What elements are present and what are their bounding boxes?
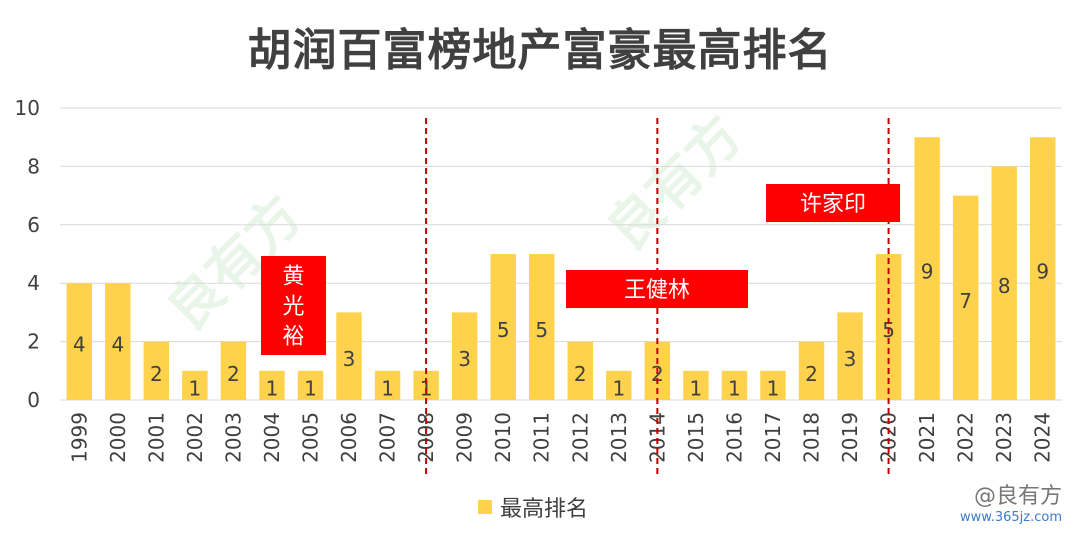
- bar: [914, 137, 940, 400]
- bar: [567, 341, 593, 400]
- x-tick-label: 2017: [761, 412, 785, 463]
- bar: [105, 283, 131, 400]
- data-label: 9: [921, 260, 934, 284]
- bar: [991, 166, 1017, 400]
- y-tick-label: 2: [27, 330, 40, 354]
- x-tick-label: 2003: [221, 412, 245, 463]
- data-label: 1: [728, 376, 741, 400]
- bar: [374, 370, 401, 400]
- watermark-text: @良有方: [973, 484, 1062, 509]
- bar: [182, 370, 208, 400]
- x-tick-label: 2019: [838, 412, 862, 463]
- legend-swatch: [478, 500, 492, 514]
- bar: [606, 370, 632, 400]
- legend: 最高排名: [478, 492, 588, 522]
- bar: [760, 370, 786, 400]
- bar: [490, 254, 516, 400]
- bar: [143, 341, 170, 400]
- bar: [451, 312, 478, 400]
- data-label: 1: [381, 376, 394, 400]
- bar: [952, 195, 979, 400]
- x-tick-label: 2021: [915, 412, 939, 463]
- x-tick-label: 2005: [299, 412, 323, 463]
- annotation-box: [766, 184, 900, 222]
- watermark-url: www.365jz.com: [960, 510, 1062, 525]
- x-tick-label: 2016: [722, 412, 746, 463]
- bar: [259, 370, 285, 400]
- x-tick-label: 2022: [954, 412, 978, 463]
- x-tick-label: 2013: [607, 412, 631, 463]
- data-label: 1: [612, 376, 625, 400]
- x-tick-label: 2024: [1031, 412, 1055, 463]
- y-tick-label: 0: [27, 388, 40, 412]
- annotation-label: 许家印: [800, 192, 866, 217]
- x-tick-label: 2001: [144, 412, 168, 463]
- bar: [297, 370, 324, 400]
- bar: [66, 283, 92, 400]
- data-label: 1: [189, 376, 202, 400]
- bar: [413, 370, 439, 400]
- x-tick-label: 2010: [491, 412, 515, 463]
- data-label: 1: [304, 376, 317, 400]
- bar: [721, 370, 748, 400]
- annotation-box: [566, 270, 748, 308]
- y-tick-label: 6: [27, 213, 40, 237]
- data-label: 3: [458, 347, 471, 371]
- chart-title: 胡润百富榜地产富豪最高排名: [247, 25, 833, 76]
- bar: [529, 254, 555, 400]
- data-label: 3: [844, 347, 857, 371]
- bar: [798, 341, 825, 400]
- bar: [837, 312, 863, 400]
- bar: [683, 370, 709, 400]
- x-tick-label: 2006: [337, 412, 361, 463]
- annotation-label: 王健林: [624, 278, 690, 303]
- data-label: 7: [959, 289, 972, 313]
- data-label: 2: [574, 362, 587, 386]
- x-tick-label: 2015: [684, 412, 708, 463]
- x-tick-label: 2018: [800, 412, 824, 463]
- data-label: 3: [343, 347, 356, 371]
- x-tick-label: 2023: [992, 412, 1016, 463]
- data-label: 1: [690, 376, 703, 400]
- bar: [220, 341, 247, 400]
- data-label: 1: [266, 376, 279, 400]
- data-label: 2: [805, 362, 818, 386]
- data-label: 2: [227, 362, 240, 386]
- data-label: 2: [150, 362, 163, 386]
- annotation-label: 黄光裕: [282, 265, 304, 350]
- watermark: @良有方 www.365jz.com: [960, 484, 1062, 526]
- data-label: 5: [535, 318, 548, 342]
- data-label: 4: [73, 333, 86, 357]
- y-tick-label: 10: [15, 96, 40, 120]
- legend-label: 最高排名: [500, 497, 589, 522]
- data-label: 8: [998, 274, 1011, 298]
- y-tick-label: 8: [27, 154, 40, 178]
- x-tick-label: 2000: [106, 412, 130, 463]
- data-label: 4: [111, 333, 124, 357]
- data-label: 5: [497, 318, 510, 342]
- annotation-box: [261, 256, 326, 355]
- data-label: 1: [767, 376, 780, 400]
- bar: [1030, 137, 1056, 400]
- x-tick-label: 2007: [376, 412, 400, 463]
- bar: [336, 312, 362, 400]
- x-tick-label: 2002: [183, 412, 207, 463]
- x-tick-label: 2012: [568, 412, 592, 463]
- x-tick-label: 2009: [453, 412, 477, 463]
- y-tick-label: 4: [27, 271, 40, 295]
- x-tick-label: 1999: [67, 412, 91, 463]
- x-tick-label: 2004: [260, 412, 284, 463]
- data-label: 9: [1036, 260, 1049, 284]
- x-tick-label: 2011: [530, 412, 554, 463]
